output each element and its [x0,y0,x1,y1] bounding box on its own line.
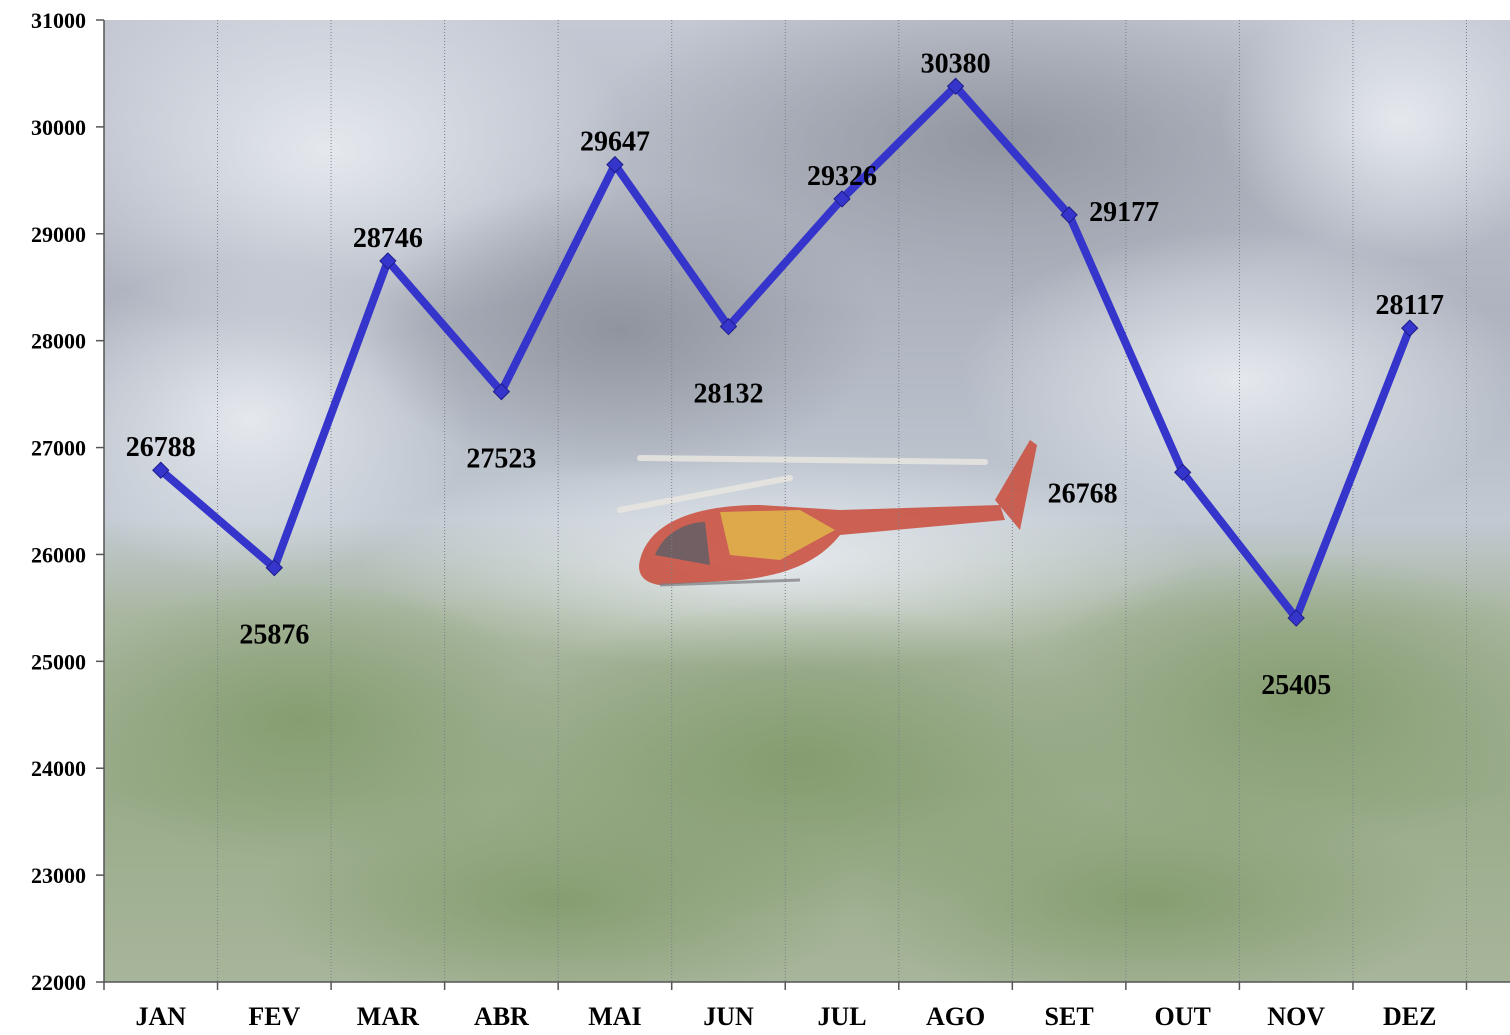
data-label: 27523 [466,444,536,475]
data-point-marker [1287,609,1305,627]
y-tick-label: 31000 [31,8,86,33]
data-series [156,80,1414,627]
data-label: 28117 [1375,290,1443,321]
x-tick-label: JUN [703,1002,754,1030]
helicopter-image [617,440,1037,587]
x-tick-label: DEZ [1383,1002,1436,1030]
x-tick-label: OUT [1154,1002,1210,1030]
y-tick-label: 26000 [31,542,86,567]
y-tick-label: 24000 [31,756,86,781]
x-tick-label: MAI [588,1002,641,1030]
y-tick-label: 30000 [31,115,86,140]
x-tick-label: NOV [1267,1002,1325,1030]
data-label: 25876 [239,620,309,651]
x-tick-label: MAR [357,1002,419,1030]
background-photo [104,20,1510,982]
data-point-marker [946,77,965,95]
data-point-marker [379,252,397,270]
data-point-marker [152,461,170,479]
data-markers [152,77,1419,627]
data-label: 29647 [580,127,650,158]
data-labels: 26788 25876 28746 27523 29647 28132 29326 30380… [126,48,1444,701]
data-point-marker [606,155,624,174]
data-point-marker [1173,463,1192,482]
data-point-marker [492,382,511,401]
data-label: 29177 [1089,197,1159,228]
axes [103,20,1510,983]
y-tick-label: 29000 [31,222,86,247]
y-tick-label: 27000 [31,436,86,461]
data-point-marker [719,317,738,336]
data-label: 28746 [353,223,423,254]
data-label: 25405 [1261,670,1331,701]
data-point-marker [833,190,851,208]
data-label: 26768 [1048,478,1118,509]
x-tick-label: ABR [474,1002,529,1030]
y-tick-label: 22000 [31,970,86,995]
y-axis-ticks: 22000 23000 24000 25000 26000 27000 28000 29000… [31,8,104,995]
data-label: 30380 [921,48,991,79]
x-axis-ticks: JAN FEV MAR ABR MAI JUN JUL AGO SET OUT NOV DEZ [103,982,1468,1031]
y-tick-label: 23000 [31,863,86,888]
data-label: 29326 [807,161,877,192]
data-point-marker [1060,206,1078,224]
data-label: 28132 [693,379,763,410]
x-tick-label: FEV [248,1002,300,1030]
data-point-marker [265,558,284,577]
x-tick-label: JAN [135,1002,186,1030]
data-label: 26788 [126,432,196,463]
vertical-gridlines [217,20,1467,982]
series-line [156,80,1414,627]
x-tick-label: SET [1045,1002,1094,1030]
y-tick-label: 25000 [31,649,86,674]
y-tick-label: 28000 [31,329,86,354]
data-point-marker [1401,319,1419,337]
x-tick-label: AGO [926,1002,985,1030]
x-tick-label: JUL [817,1002,866,1030]
